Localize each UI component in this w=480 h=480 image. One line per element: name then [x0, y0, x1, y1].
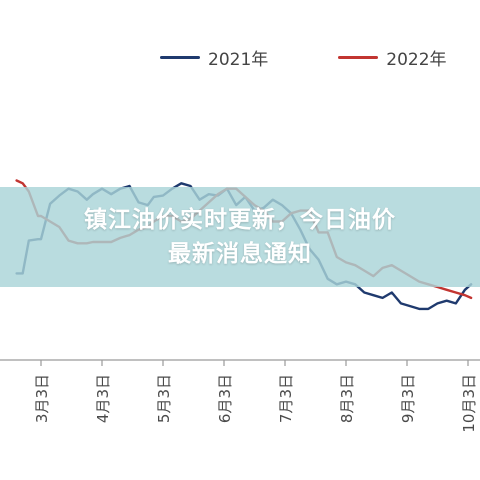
legend-label-2022: 2022年 [386, 49, 447, 70]
x-tick-label: 7月3日 [277, 374, 295, 423]
x-tick-label: 4月3日 [94, 374, 112, 423]
headline-line-2: 最新消息通知 [168, 241, 312, 267]
x-tick-label: 6月3日 [216, 374, 234, 423]
x-axis [0, 359, 480, 366]
headline-line-1: 镇江油价实时更新，今日油价 [84, 207, 396, 233]
x-tick-labels: 3月3日 4月3日 5月3日 6月3日 7月3日 8月3日 9月3日 10月3日 [33, 374, 478, 433]
legend-swatch-2021 [160, 55, 200, 59]
x-tick-label: 9月3日 [399, 374, 417, 423]
legend: 2021年 2022年 [160, 44, 447, 70]
x-tick-label: 10月3日 [460, 374, 478, 433]
x-tick-label: 5月3日 [155, 374, 173, 423]
legend-label-2021: 2021年 [208, 49, 269, 70]
legend-item-2021: 2021年 [160, 45, 268, 70]
x-tick-label: 3月3日 [33, 374, 51, 423]
x-tick-label: 8月3日 [338, 374, 356, 423]
legend-item-2022: 2022年 [338, 45, 447, 70]
headline-banner: 镇江油价实时更新，今日油价 最新消息通知 [0, 187, 480, 287]
legend-swatch-2022 [338, 55, 379, 59]
